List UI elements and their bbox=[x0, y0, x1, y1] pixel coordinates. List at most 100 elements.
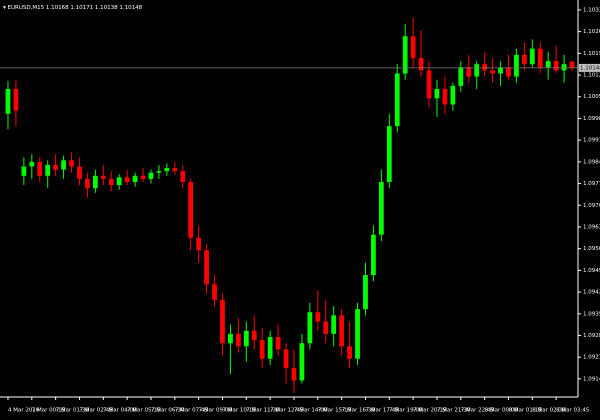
candle-body bbox=[228, 333, 233, 344]
x-tick-label: 7 Mar 22:45 bbox=[461, 408, 495, 414]
candle-body bbox=[21, 166, 27, 176]
candle-body bbox=[235, 333, 241, 347]
candle-body bbox=[92, 175, 98, 189]
y-tick-label: 1.10335 bbox=[583, 7, 600, 13]
x-tick-label: 7 Mar 15:15 bbox=[318, 408, 352, 414]
x-tick-label: 7 Mar 19:00 bbox=[389, 408, 423, 414]
price-label: 1.10148 bbox=[580, 65, 600, 71]
candle-body bbox=[474, 64, 480, 77]
y-tick-label: 1.10055 bbox=[583, 94, 600, 100]
candle-body bbox=[537, 48, 543, 68]
candle-body bbox=[569, 61, 575, 68]
candle-body bbox=[204, 250, 209, 285]
chart-header: ▾ EURUSD,M15 1.10168 1.10171 1.10138 1.1… bbox=[3, 5, 143, 11]
candle-body bbox=[347, 346, 352, 359]
y-tick-label: 1.09635 bbox=[583, 224, 600, 230]
candle-body bbox=[37, 161, 43, 176]
candle-body bbox=[69, 160, 74, 167]
candle-body bbox=[490, 70, 495, 74]
candle-body bbox=[291, 368, 297, 381]
candle-body bbox=[29, 161, 35, 167]
candle-body bbox=[355, 309, 360, 359]
candle-body bbox=[172, 168, 178, 172]
candle-body bbox=[5, 88, 11, 114]
candle-body bbox=[482, 64, 488, 71]
candle-body bbox=[410, 36, 416, 58]
x-tick-label: 7 Mar 12:45 bbox=[270, 408, 304, 414]
price-label-box bbox=[579, 63, 600, 72]
x-tick-label: 8 Mar 00:00 bbox=[485, 408, 519, 414]
y-tick-label: 1.09145 bbox=[583, 376, 600, 382]
header-high: 1.10171 bbox=[70, 5, 93, 11]
candle-body bbox=[220, 299, 225, 344]
candle-body bbox=[148, 172, 154, 179]
candle-body bbox=[13, 88, 19, 111]
y-tick-label: 1.09425 bbox=[583, 290, 600, 296]
candle-body bbox=[498, 67, 503, 74]
x-tick-label: 8 Mar 02:30 bbox=[532, 408, 566, 414]
candle-body bbox=[156, 171, 162, 173]
candle-body bbox=[466, 67, 472, 77]
y-tick-label: 1.09565 bbox=[583, 246, 600, 252]
candle-body bbox=[212, 284, 217, 300]
x-tick-label: 7 Mar 07:45 bbox=[175, 408, 209, 414]
candle-body bbox=[283, 349, 289, 369]
candle-body bbox=[506, 67, 511, 77]
candle-body bbox=[378, 181, 384, 235]
candle-body bbox=[402, 36, 408, 74]
x-tick-label: 7 Mar 20:15 bbox=[413, 408, 447, 414]
candle-body bbox=[100, 175, 106, 179]
y-tick-label: 1.09775 bbox=[583, 181, 600, 187]
y-tick-label: 1.09705 bbox=[583, 203, 600, 209]
x-tick-label: 7 Mar 06:30 bbox=[151, 408, 185, 414]
header-close: 1.10148 bbox=[119, 5, 142, 11]
x-tick-label: 7 Mar 09:00 bbox=[199, 408, 233, 414]
x-tick-label: 7 Mar 04:00 bbox=[103, 408, 137, 414]
candle-body bbox=[553, 61, 559, 71]
y-tick-label: 1.09985 bbox=[583, 116, 600, 122]
y-tick-label: 1.10195 bbox=[583, 51, 600, 57]
candle-body bbox=[386, 126, 392, 182]
x-tick-label: 8 Mar 03:45 bbox=[556, 408, 590, 414]
candle-body bbox=[188, 181, 194, 238]
header-icon: ▾ bbox=[3, 5, 8, 11]
candle-body bbox=[180, 171, 186, 182]
x-tick-label: 8 Mar 01:15 bbox=[508, 408, 542, 414]
candle-body bbox=[140, 175, 146, 179]
candle-body bbox=[77, 166, 82, 179]
candle-body bbox=[545, 61, 551, 68]
candle-body bbox=[267, 337, 273, 359]
candle-body bbox=[442, 88, 448, 105]
candle-body bbox=[323, 321, 329, 334]
x-tick-label: 7 Mar 01:30 bbox=[56, 408, 90, 414]
y-tick-label: 1.10125 bbox=[583, 73, 600, 79]
candle-body bbox=[315, 312, 321, 322]
candle-body bbox=[434, 88, 440, 99]
candle-body bbox=[196, 237, 202, 251]
candle-body bbox=[426, 70, 432, 99]
candle-body bbox=[521, 54, 527, 65]
y-tick-label: 1.10265 bbox=[583, 29, 600, 35]
candle-body bbox=[132, 175, 138, 182]
candle-body bbox=[275, 337, 281, 350]
y-tick-label: 1.09495 bbox=[583, 268, 600, 274]
candle-body bbox=[331, 315, 337, 334]
candle-body bbox=[561, 64, 567, 71]
candle-body bbox=[450, 85, 456, 105]
candle-body bbox=[259, 340, 265, 359]
candle-body bbox=[243, 330, 249, 347]
x-tick-label: 7 Mar 17:45 bbox=[365, 408, 399, 414]
y-tick-label: 1.09355 bbox=[583, 311, 600, 317]
candle-body bbox=[108, 178, 114, 186]
candle-body bbox=[371, 234, 376, 276]
x-tick-label: 7 Mar 00:15 bbox=[32, 408, 66, 414]
candle-body bbox=[458, 67, 464, 86]
candle-body bbox=[61, 160, 66, 170]
y-tick-label: 1.09285 bbox=[583, 333, 600, 339]
candle-body bbox=[251, 330, 257, 341]
candle-body bbox=[514, 54, 519, 77]
header-low: 1.10138 bbox=[95, 5, 118, 11]
candle-body bbox=[418, 57, 424, 71]
candle-body bbox=[529, 48, 535, 65]
